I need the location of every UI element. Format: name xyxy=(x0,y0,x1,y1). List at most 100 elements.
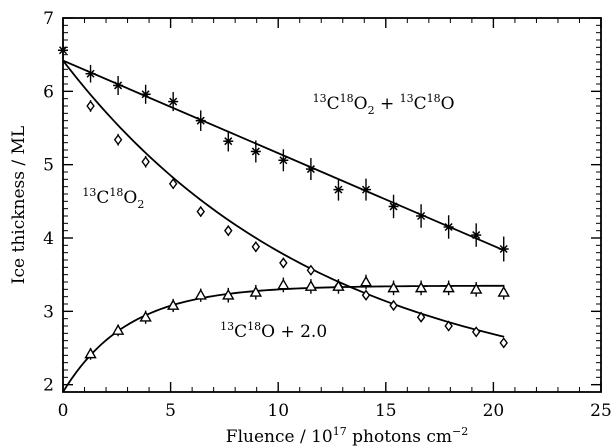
annotation-part: 18 xyxy=(247,320,261,333)
annotation-part: C xyxy=(414,94,427,114)
plot-frame xyxy=(62,17,602,393)
annotation-part: 18 xyxy=(340,92,354,105)
series-layer xyxy=(58,41,510,393)
data-point xyxy=(361,185,372,194)
x-tick-label-1: 5 xyxy=(165,401,176,421)
marker-shape xyxy=(304,279,318,291)
marker-shape xyxy=(497,285,510,297)
marker-shape xyxy=(139,310,152,322)
marker-stroke xyxy=(196,116,205,125)
marker-stroke xyxy=(114,81,123,90)
data-point xyxy=(471,231,482,240)
y-axis-label: Ice thickness / ML xyxy=(9,126,29,284)
data-point xyxy=(195,116,206,125)
x-tick-label-5: 25 xyxy=(590,401,612,421)
x-axis-label: Fluence / 1017 photons cm−2 xyxy=(226,425,468,447)
annotation-part: O xyxy=(123,188,137,208)
data-point xyxy=(497,285,510,297)
data-point xyxy=(442,281,455,293)
annotation-part: C xyxy=(234,322,247,342)
annotation-part: 18 xyxy=(109,186,123,199)
data-point xyxy=(113,81,124,90)
data-point xyxy=(416,211,427,221)
data-point xyxy=(166,299,180,310)
annotation-part: C xyxy=(96,188,109,208)
annotation-part: 2 xyxy=(137,198,144,211)
series-1 xyxy=(62,59,508,349)
data-point xyxy=(196,205,205,218)
marker-stroke xyxy=(472,231,481,240)
marker-shape xyxy=(442,281,455,293)
annotation-part: + xyxy=(375,94,400,114)
x-tick-label-4: 20 xyxy=(483,401,505,421)
marker-shape xyxy=(86,100,95,112)
marker-shape xyxy=(222,288,235,300)
marker-shape xyxy=(141,156,150,168)
data-point xyxy=(168,97,179,106)
marker-stroke xyxy=(169,97,178,106)
marker-stroke xyxy=(361,185,371,194)
data-point xyxy=(387,281,400,293)
marker-shape xyxy=(499,337,508,349)
data-point xyxy=(279,257,288,269)
data-point xyxy=(141,156,150,168)
data-point xyxy=(224,225,233,237)
marker-stroke xyxy=(417,211,426,221)
annotation-part: C xyxy=(327,94,340,114)
marker-shape xyxy=(111,323,125,335)
marker-shape xyxy=(279,257,288,269)
marker-stroke xyxy=(334,185,343,194)
data-point xyxy=(443,222,454,232)
marker-stroke xyxy=(444,222,453,232)
marker-shape xyxy=(469,282,483,294)
x-tick-label-2: 10 xyxy=(267,401,289,421)
annotation-part: 13 xyxy=(400,92,414,105)
annotation-ann-co2: 13C18O2 xyxy=(82,186,144,211)
annotation-part: 2 xyxy=(368,104,375,117)
data-point xyxy=(111,323,125,335)
data-point xyxy=(84,347,97,359)
x-tick-label-0: 0 xyxy=(58,401,69,421)
data-point xyxy=(333,185,344,194)
marker-shape xyxy=(168,178,178,190)
marker-shape xyxy=(249,285,263,297)
data-point xyxy=(416,311,426,323)
y-tick-label-4: 6 xyxy=(43,82,54,102)
data-point xyxy=(222,288,235,300)
marker-shape xyxy=(361,289,371,301)
data-point xyxy=(469,282,483,294)
data-point xyxy=(389,299,398,312)
y-tick-label-5: 7 xyxy=(43,9,54,29)
marker-shape xyxy=(251,241,261,253)
annotation-part: O xyxy=(441,94,455,114)
data-point xyxy=(444,320,453,332)
marker-shape xyxy=(471,326,481,338)
annotation-part: 13 xyxy=(82,186,96,199)
marker-shape xyxy=(224,225,233,237)
marker-shape xyxy=(194,288,207,300)
marker-stroke xyxy=(86,69,95,78)
marker-shape xyxy=(389,299,398,312)
data-point xyxy=(113,134,123,146)
data-point xyxy=(194,288,207,300)
y-tick-label-1: 3 xyxy=(43,302,54,322)
data-point xyxy=(223,137,234,146)
data-point xyxy=(388,202,399,211)
series-2 xyxy=(62,274,510,393)
data-point xyxy=(499,337,508,349)
data-point xyxy=(251,241,261,253)
marker-shape xyxy=(332,279,345,291)
marker-shape xyxy=(277,278,290,290)
series-0 xyxy=(58,41,509,262)
marker-shape xyxy=(84,347,97,359)
marker-shape xyxy=(414,281,428,293)
marker-shape xyxy=(166,299,180,310)
data-point xyxy=(277,278,290,290)
data-point xyxy=(304,279,318,291)
data-point xyxy=(359,275,373,287)
marker-stroke xyxy=(251,147,260,156)
annotation-part: 13 xyxy=(220,320,234,333)
annotation-ann-co: 13C18O + 2.0 xyxy=(220,320,327,342)
annotation-part: 18 xyxy=(427,92,441,105)
